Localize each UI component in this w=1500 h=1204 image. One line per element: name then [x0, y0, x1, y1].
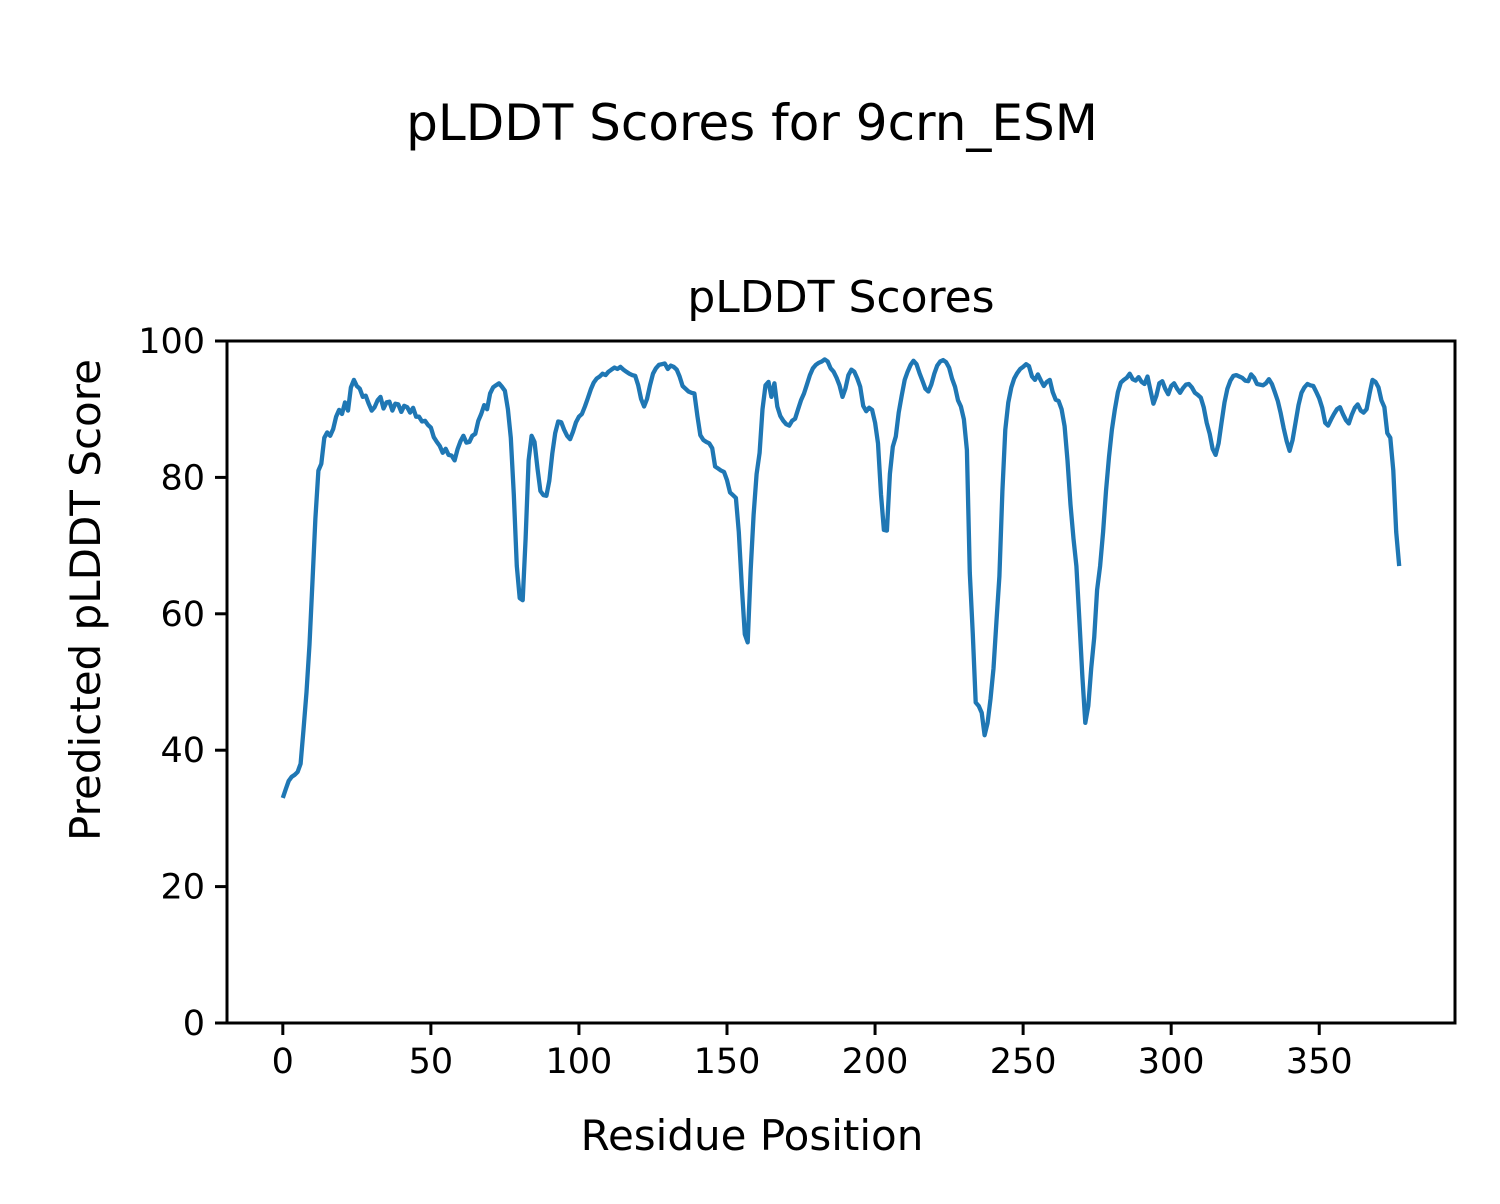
x-axis-label: Residue Position	[581, 1111, 924, 1160]
plot-area	[225, 339, 1457, 1025]
axes-title: pLDDT Scores	[687, 272, 994, 323]
y-tick-0-label: 0	[183, 1004, 205, 1044]
x-tick-300-label: 300	[1138, 1042, 1205, 1082]
x-axis-ticks: 0 50 100 150 200 250 300 350	[272, 1023, 1353, 1082]
x-tick-350-label: 350	[1286, 1042, 1353, 1082]
x-tick-200-label: 200	[842, 1042, 909, 1082]
y-axis-ticks: 0 20 40 60 80 100	[138, 322, 227, 1044]
plddt-line-series	[280, 357, 1402, 799]
x-tick-150-label: 150	[694, 1042, 761, 1082]
y-tick-80-label: 80	[160, 458, 205, 498]
x-tick-250-label: 250	[990, 1042, 1057, 1082]
x-tick-50-label: 50	[409, 1042, 454, 1082]
y-tick-60-label: 60	[160, 595, 205, 635]
x-tick-0-label: 0	[272, 1042, 294, 1082]
y-tick-100-label: 100	[138, 322, 205, 362]
x-tick-100-label: 100	[546, 1042, 613, 1082]
y-tick-40-label: 40	[160, 731, 205, 771]
y-axis-label: Predicted pLDDT Score	[61, 359, 110, 841]
figure-title: pLDDT Scores for 9crn_ESM	[406, 94, 1098, 152]
y-tick-20-label: 20	[160, 868, 205, 908]
